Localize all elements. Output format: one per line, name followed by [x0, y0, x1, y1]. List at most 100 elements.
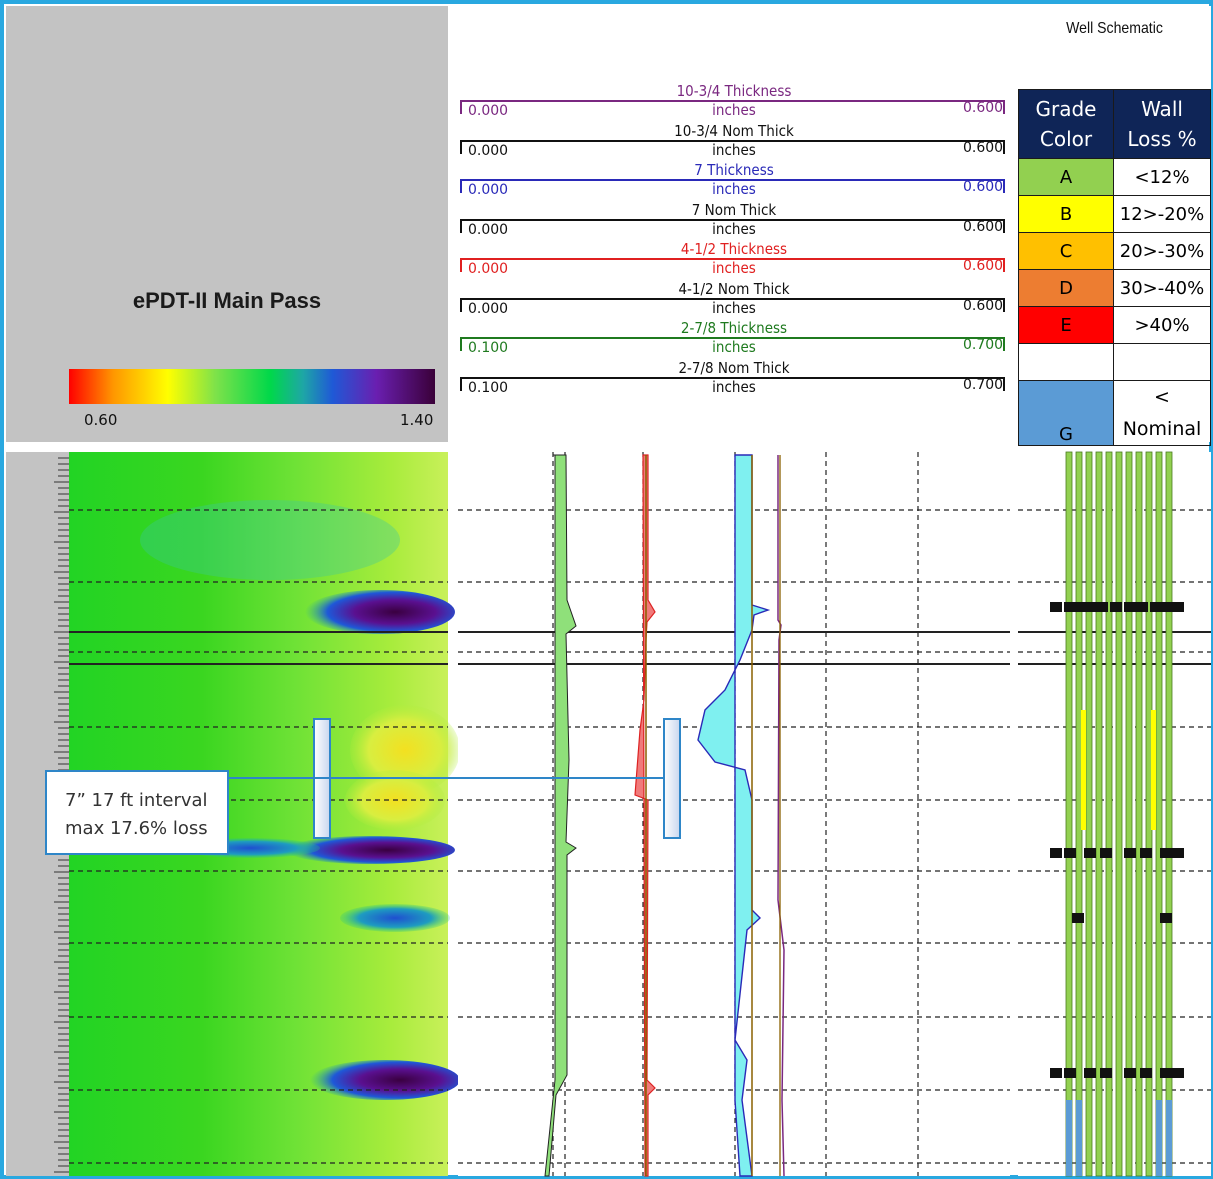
pipe-wall	[1125, 451, 1133, 1177]
grade-loss: 20>-30%	[1113, 232, 1211, 270]
colorbar-min-label: 0.60	[84, 411, 118, 429]
pipe-collar	[1064, 602, 1076, 612]
curve-label: 10-3/4 Nom Thick	[674, 121, 794, 140]
curve-fill-2-7-8	[544, 454, 577, 1177]
grade-swatch: E	[1018, 306, 1114, 344]
grade-loss: < Nominal	[1113, 380, 1211, 446]
image-feature-dark-2	[285, 836, 455, 864]
pipe-grade-g	[1166, 1100, 1172, 1176]
pipe-collar	[1160, 602, 1172, 612]
curve-scale-tick	[460, 100, 462, 114]
pipe-collar	[1074, 602, 1086, 612]
curve-unit: inches	[712, 298, 756, 317]
curve-scale-line	[460, 297, 1005, 300]
curve-max: 0.600	[963, 179, 1004, 195]
curve-scale-tick	[460, 297, 462, 312]
curve-track	[458, 452, 1010, 1176]
grade-row: D 30>-40%	[1018, 269, 1211, 307]
curve-unit: inches	[712, 101, 756, 119]
curve-scale-line	[460, 100, 1005, 102]
curve-scale-tick	[1003, 139, 1005, 154]
curve-scale-tick	[1003, 297, 1005, 312]
pipe-collar	[1140, 1068, 1152, 1078]
colorbar	[69, 369, 435, 404]
curve-unit: inches	[712, 338, 756, 356]
curve-fill-4-1-2	[634, 454, 656, 1177]
curve-min: 0.000	[468, 182, 509, 198]
pipe-collar	[1172, 848, 1184, 858]
curve-label: 10-3/4 Thickness	[676, 82, 792, 100]
curve-track-header: 10-3/4 Thickness inches 0.000 0.600 10-3/4 N…	[458, 6, 1010, 442]
pipe-wall	[1115, 451, 1123, 1177]
grade-swatch: G	[1018, 380, 1114, 446]
curve-scale-tick	[1003, 218, 1005, 233]
curve-max: 0.600	[963, 258, 1004, 274]
curve-min: 0.100	[468, 340, 509, 356]
curve-label: 4-1/2 Thickness	[680, 240, 788, 258]
curve-label: 7 Nom Thick	[691, 200, 777, 219]
curve-label: 4-1/2 Nom Thick	[678, 279, 790, 298]
pipe-collar	[1100, 1068, 1112, 1078]
grade-loss: 12>-20%	[1113, 195, 1211, 233]
curve-min: 0.000	[468, 103, 509, 119]
curve-unit: inches	[712, 140, 756, 159]
pipe-wall	[1105, 451, 1113, 1177]
pipe-collar	[1096, 602, 1108, 612]
image-panel-header: ePDT-II Main Pass	[6, 6, 448, 442]
curve-scale-tick	[1003, 258, 1005, 272]
curve-min: 0.100	[468, 379, 509, 396]
image-feature-blue-2	[340, 904, 450, 932]
pipe-collar	[1084, 1068, 1096, 1078]
curve-scale-tick	[460, 218, 462, 233]
curve-max: 0.600	[963, 139, 1004, 156]
pipe-wall	[1155, 451, 1163, 1177]
curve-scale-tick	[460, 337, 462, 351]
curve-scale-tick	[460, 179, 462, 193]
pipe-collar	[1064, 1068, 1076, 1078]
curve-scale-line	[460, 258, 1005, 260]
pipe-grade-b	[1151, 710, 1156, 830]
wall-loss-header: Wall Loss %	[1113, 89, 1211, 159]
curve-min: 0.000	[468, 221, 509, 238]
pipe-grade-b	[1081, 710, 1086, 830]
curve-unit: inches	[712, 259, 756, 277]
pipe-grade-g	[1076, 1100, 1082, 1176]
curve-scale-line	[460, 337, 1005, 339]
well-track	[1018, 452, 1211, 1176]
colorbar-max-label: 1.40	[400, 411, 434, 429]
curve-scale-tick	[1003, 179, 1005, 193]
grade-color-header: Grade Color	[1018, 89, 1114, 159]
pipe-collar	[1100, 848, 1112, 858]
curve-label: 2-7/8 Thickness	[680, 319, 788, 337]
grade-row: B 12>-20%	[1018, 195, 1211, 233]
curve-scale-line	[460, 218, 1005, 221]
pipe-collar	[1160, 913, 1172, 923]
curve-min: 0.000	[468, 261, 509, 277]
pipe-collar	[1050, 848, 1062, 858]
pipe-collar	[1050, 602, 1062, 612]
well-schematic-header: Well Schematic Grade Color Wall Loss % A…	[1018, 6, 1211, 446]
curve-scale-tick	[460, 139, 462, 154]
curve-max: 0.700	[963, 337, 1004, 353]
pipe-wall	[1085, 451, 1093, 1177]
pipe-collar	[1124, 848, 1136, 858]
grade-swatch: D	[1018, 269, 1114, 307]
pipe-collar	[1084, 602, 1096, 612]
grade-swatch: B	[1018, 195, 1114, 233]
pipe-collar	[1136, 602, 1148, 612]
curve-fill-7	[697, 454, 771, 1177]
well-schematic-title: Well Schematic	[1066, 20, 1163, 37]
curve-max: 0.700	[963, 376, 1004, 393]
image-feature-dark-1	[305, 590, 455, 634]
grade-legend-table: Grade Color Wall Loss % A <12% B 12>-20% C 20…	[1018, 89, 1211, 446]
curve-scale-tick	[1003, 100, 1005, 114]
callout-line-1: 7” 17 ft interval	[65, 790, 208, 811]
grade-row	[1018, 343, 1211, 381]
pipe-wall	[1135, 451, 1143, 1177]
pipe-collar	[1110, 602, 1122, 612]
pipe-collar	[1160, 848, 1172, 858]
curve-max: 0.600	[963, 297, 1004, 314]
image-feature-teal	[140, 500, 400, 580]
pipe-grade-g	[1156, 1100, 1162, 1176]
